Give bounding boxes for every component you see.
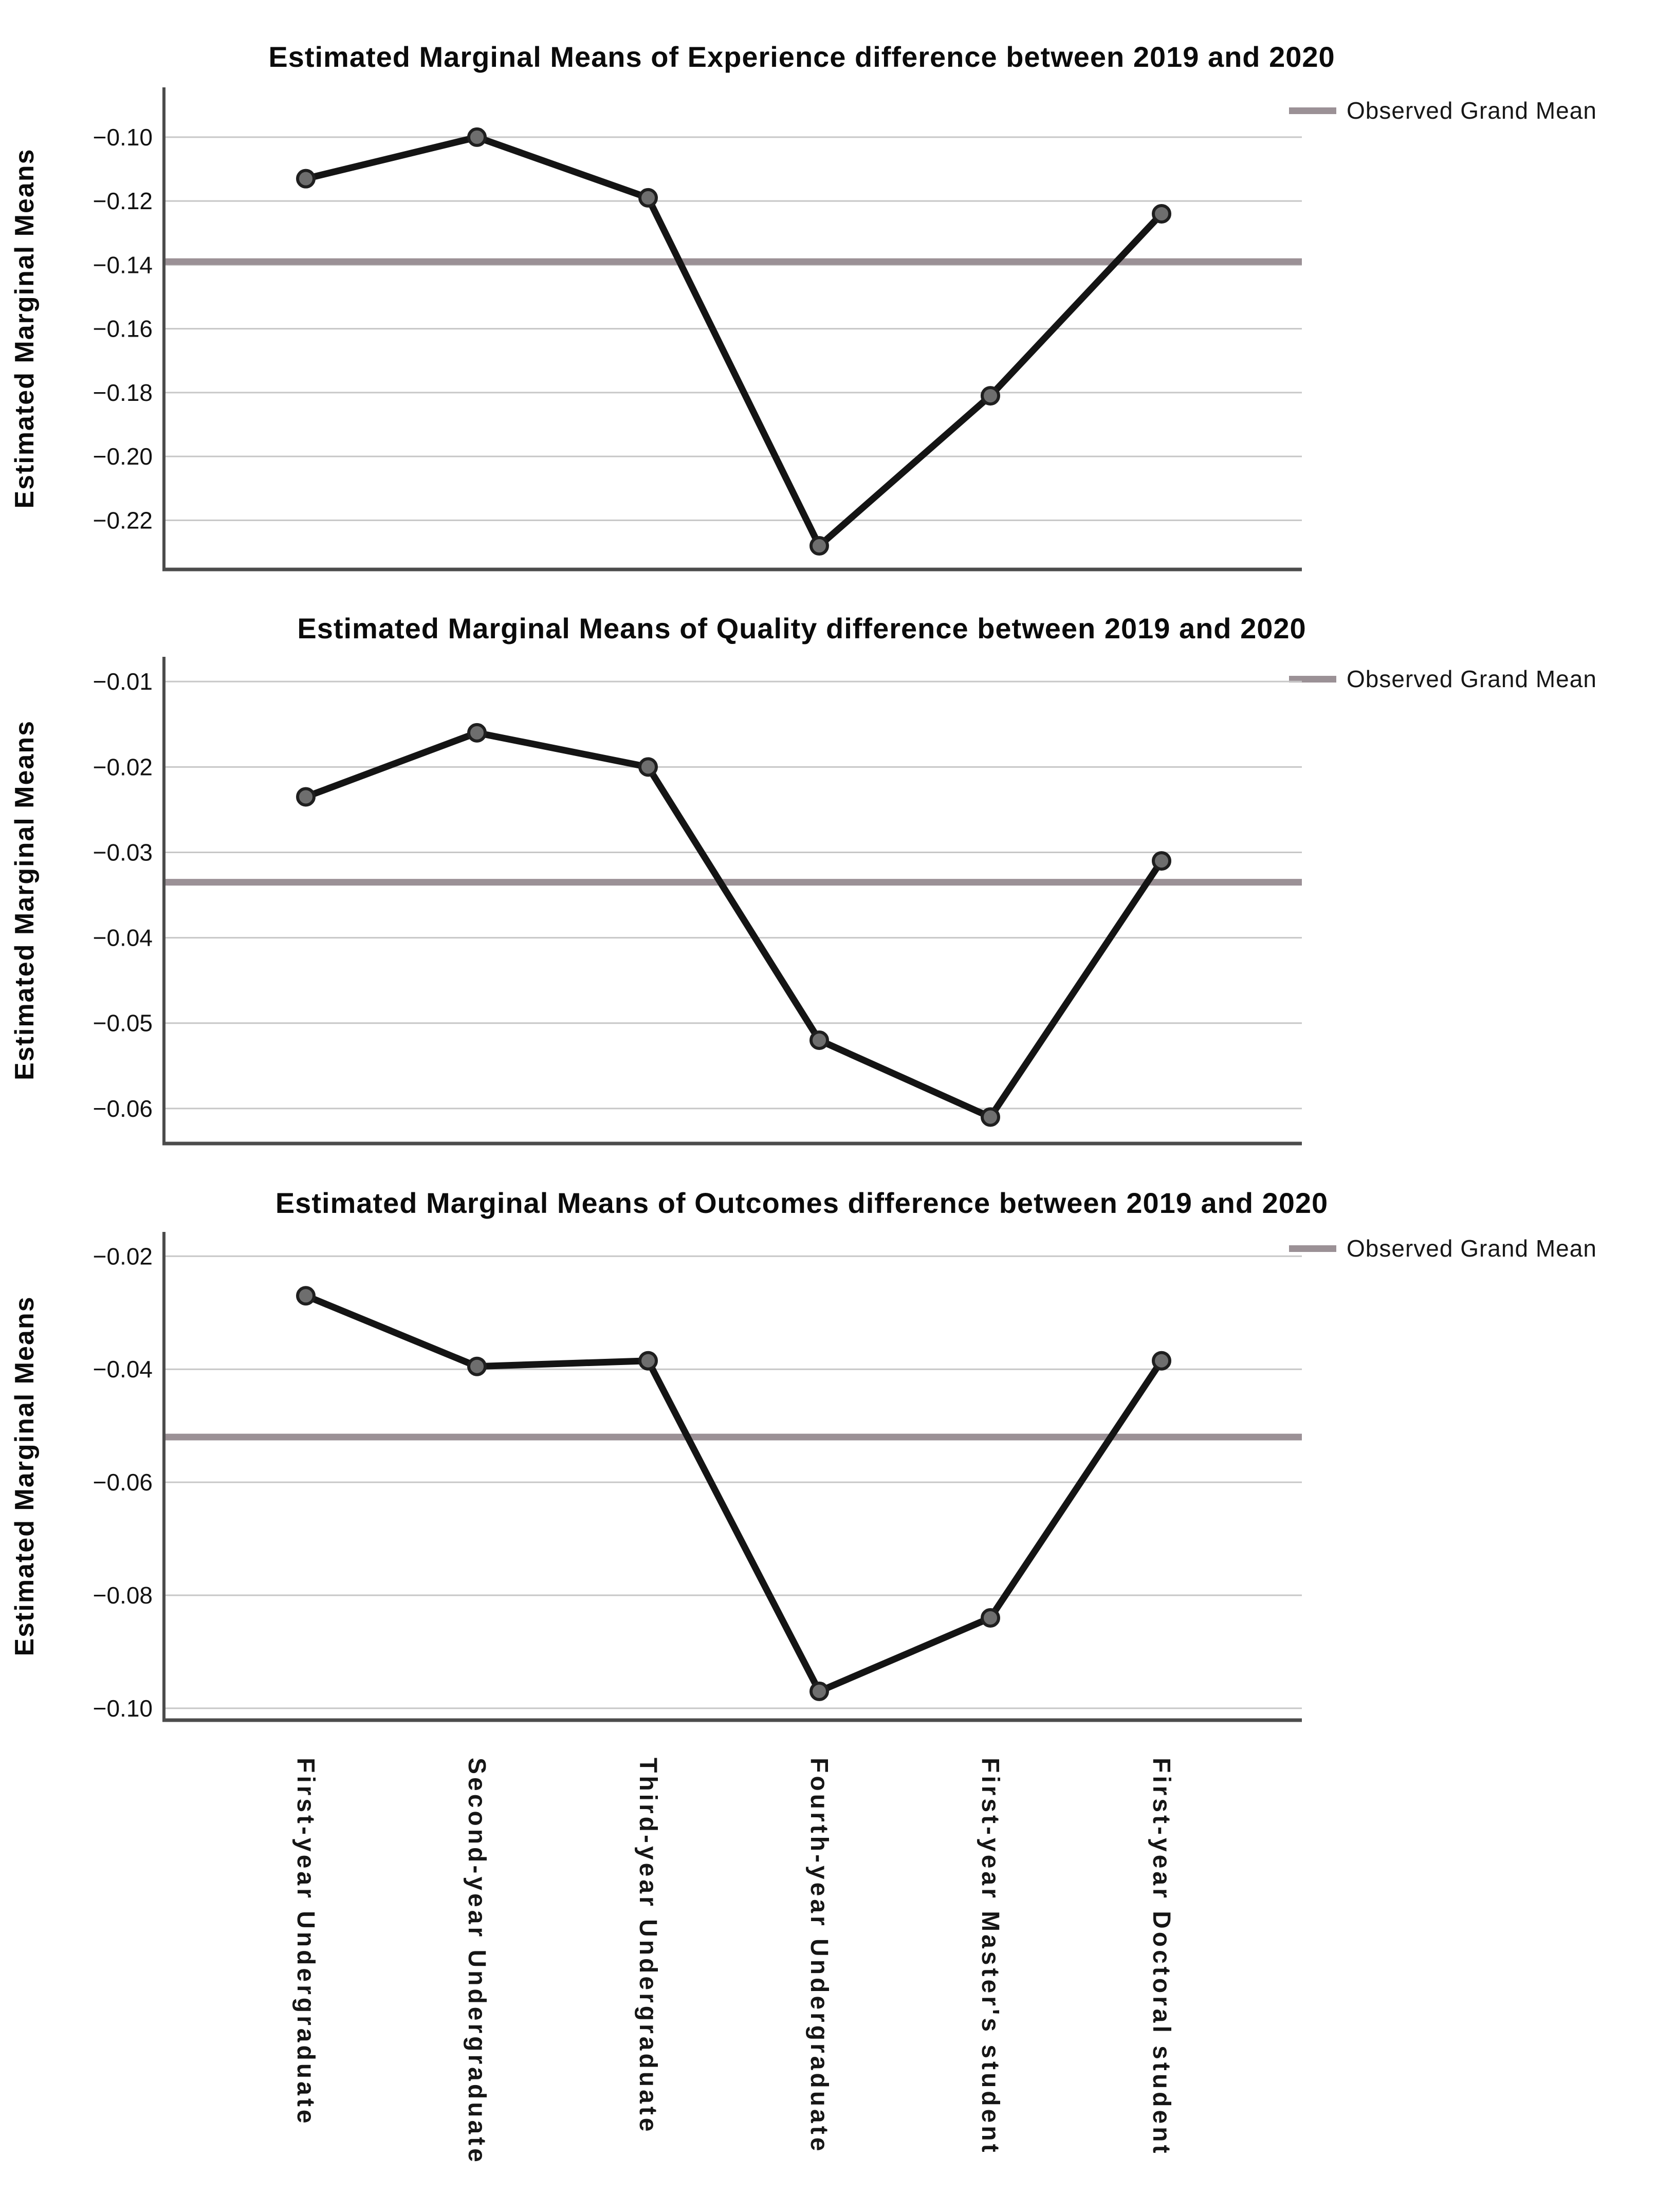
x-tick-label-5: First-year Master's student <box>977 1758 1004 2155</box>
chart2-title: Estimated Marginal Means of Quality diff… <box>297 612 1306 644</box>
y-tick-label: −0.06 <box>93 1095 153 1122</box>
plot-area-1: −0.10 −0.12 −0.14 −0.16 −0.18 −0.20 −0.22 <box>93 87 1302 572</box>
chart1-legend: Observed Grand Mean <box>1289 97 1597 124</box>
x-tick-label-6: First-year Doctoral student <box>1148 1758 1175 2156</box>
data-point-marker <box>1152 851 1171 871</box>
y-tick-label: −0.04 <box>93 925 153 951</box>
x-tick-label-4: Fourth-year Undergraduate <box>805 1758 833 2154</box>
data-point-marker <box>638 188 658 208</box>
y-tick-label: −0.04 <box>93 1356 153 1382</box>
y-tick-label: −0.03 <box>93 839 153 865</box>
data-point-marker <box>809 1681 829 1701</box>
data-point-marker <box>981 1608 1000 1628</box>
y-tick-label: −0.22 <box>93 507 153 533</box>
legend-label: Observed Grand Mean <box>1347 1235 1597 1262</box>
data-point-marker <box>638 757 658 777</box>
legend-label: Observed Grand Mean <box>1347 666 1597 692</box>
y-tick-label: −0.02 <box>93 1243 153 1269</box>
plot-area-2: −0.01 −0.02 −0.03 −0.04 −0.05 −0.06 <box>93 657 1302 1146</box>
y-tick-label: −0.20 <box>93 443 153 470</box>
chart1-title: Estimated Marginal Means of Experience d… <box>268 41 1335 73</box>
grand-mean-line-swatch <box>1289 675 1336 683</box>
data-point-marker <box>981 386 1000 406</box>
y-tick-label: −0.10 <box>93 1695 153 1722</box>
x-tick-label-1: First-year Undergraduate <box>292 1758 319 2127</box>
series-line <box>302 729 1165 1120</box>
chart3-legend: Observed Grand Mean <box>1289 1235 1597 1262</box>
y-tick-label: −0.10 <box>93 124 153 151</box>
data-point-marker <box>467 127 487 147</box>
y-tick-label: −0.02 <box>93 753 153 780</box>
data-point-marker <box>467 1356 487 1376</box>
y-tick-label: −0.01 <box>93 668 153 695</box>
data-point-marker <box>638 1351 658 1371</box>
y-tick-label: −0.12 <box>93 188 153 214</box>
y-tick-label: −0.05 <box>93 1010 153 1037</box>
legend-label: Observed Grand Mean <box>1347 97 1597 124</box>
x-tick-label-2: Second-year Undergraduate <box>463 1758 490 2165</box>
y-tick-label: −0.14 <box>93 251 153 278</box>
y-tick-label: −0.08 <box>93 1582 153 1609</box>
data-point-marker <box>467 723 487 743</box>
y-tick-label: −0.06 <box>93 1469 153 1496</box>
data-point-marker <box>296 787 316 807</box>
x-tick-label-3: Third-year Undergraduate <box>634 1758 661 2135</box>
chart3-title: Estimated Marginal Means of Outcomes dif… <box>275 1187 1329 1219</box>
series-line <box>302 1292 1165 1695</box>
data-point-marker <box>981 1107 1000 1127</box>
data-point-marker <box>296 169 316 189</box>
grand-mean-line-swatch <box>1289 107 1336 114</box>
data-point-marker <box>809 536 829 556</box>
grand-mean-line-swatch <box>1289 1245 1336 1252</box>
data-point-marker <box>809 1030 829 1050</box>
plot-area-3: −0.02 −0.04 −0.06 −0.08 −0.10 <box>93 1232 1302 1722</box>
data-point-marker <box>1152 204 1171 224</box>
series-line <box>302 134 1165 549</box>
data-point-marker <box>296 1286 316 1306</box>
chart2-legend: Observed Grand Mean <box>1289 666 1597 692</box>
data-point-marker <box>1152 1351 1171 1371</box>
y-tick-label: −0.18 <box>93 379 153 406</box>
y-tick-label: −0.16 <box>93 316 153 342</box>
